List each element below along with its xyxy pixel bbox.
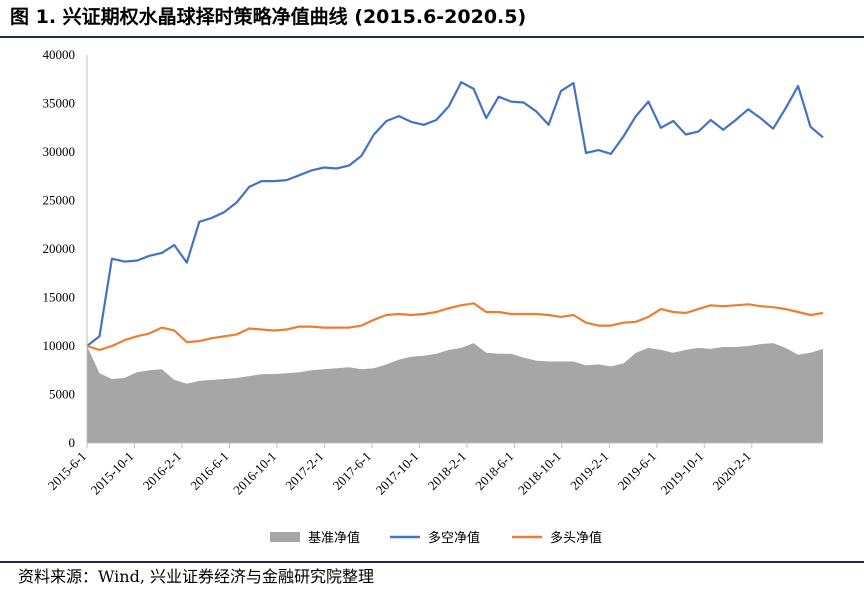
y-tick-label: 35000 [43, 96, 76, 111]
x-tick-label: 2018-10-1 [515, 449, 564, 498]
series-line-2 [86, 302, 824, 351]
series-line-1 [86, 81, 824, 347]
x-tick-label: 2016-10-1 [230, 449, 279, 498]
y-tick-label: 30000 [43, 144, 76, 159]
area-layer [87, 343, 823, 443]
source-note: 资料来源：Wind, 兴业证券经济与金融研究院整理 [18, 567, 375, 586]
series-area-0 [87, 343, 823, 443]
x-tick-label: 2017-6-1 [330, 449, 374, 493]
y-tick-label: 10000 [43, 338, 76, 353]
legend-swatch-0 [270, 532, 300, 542]
x-tick-label: 2019-6-1 [615, 449, 659, 493]
legend-label-1: 多空净值 [428, 530, 480, 546]
x-tick-label: 2017-2-1 [282, 449, 326, 493]
y-tick-label: 0 [69, 435, 76, 450]
y-tick-label: 40000 [43, 47, 76, 62]
x-tick-label: 2018-6-1 [472, 449, 516, 493]
x-tick-label: 2020-2-1 [710, 449, 754, 493]
line-layer [86, 81, 824, 351]
legend-label-2: 多头净值 [550, 530, 602, 546]
y-tick-label: 20000 [43, 241, 76, 256]
y-tick-label: 5000 [49, 387, 75, 402]
legend-label-0: 基准净值 [308, 530, 360, 546]
y-tick-label: 15000 [43, 290, 76, 305]
x-tick-label: 2019-10-1 [657, 449, 706, 498]
y-tick-label: 25000 [43, 193, 76, 208]
title-divider [0, 36, 864, 38]
legend: 基准净值 多空净值 多头净值 [270, 530, 602, 546]
figure-title: 图 1. 兴证期权水晶球择时策略净值曲线 (2015.6-2020.5) [10, 6, 527, 28]
x-tick-label: 2016-2-1 [140, 449, 184, 493]
x-tick-label: 2018-2-1 [425, 449, 469, 493]
x-tick-label: 2017-10-1 [373, 449, 422, 498]
x-tick-label: 2015-6-1 [45, 449, 89, 493]
x-tick-label: 2019-2-1 [567, 449, 611, 493]
chart-canvas: 0 5000 10000 15000 20000 25000 30000 35000 40000… [43, 47, 824, 546]
x-tick-label: 2016-6-1 [187, 449, 231, 493]
x-tick-label: 2015-10-1 [88, 449, 137, 498]
source-divider [0, 561, 864, 563]
